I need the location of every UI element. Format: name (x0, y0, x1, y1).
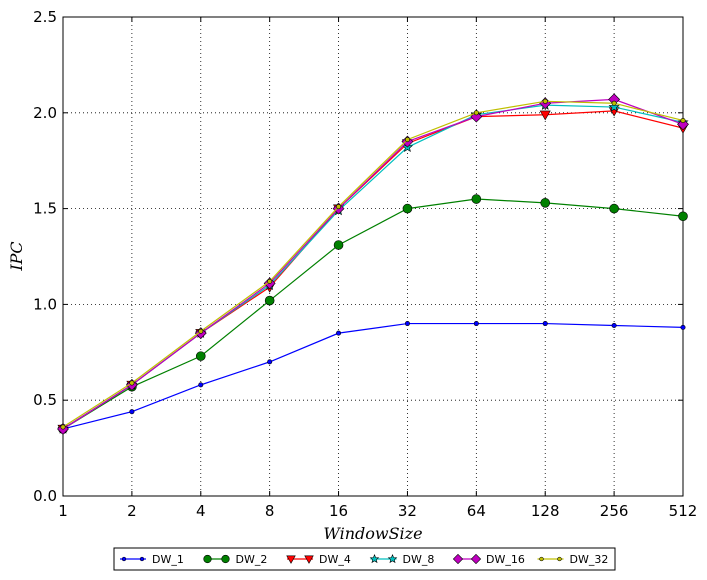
data-point-dw-32 (473, 110, 479, 116)
x-tick-label: 64 (467, 502, 486, 520)
data-point-dw-2 (609, 203, 619, 214)
legend-marker (221, 554, 230, 564)
series-dw-16 (57, 93, 689, 435)
data-point-dw-32 (680, 117, 686, 123)
series-dw-2 (58, 194, 688, 434)
x-tick-label: 256 (600, 502, 629, 520)
legend-label: DW_32 (570, 553, 609, 566)
series-line-dw-16 (62, 98, 684, 430)
data-point-dw-32 (60, 424, 66, 430)
legend-item-dw-8: DW_8 (369, 553, 435, 566)
data-point-dw-1 (198, 382, 204, 388)
data-point-dw-32 (198, 328, 204, 334)
legend-item-dw-1: DW_1 (120, 553, 184, 566)
legend-label: DW_8 (403, 553, 435, 566)
y-tick-label: 0.0 (33, 487, 57, 505)
series-dw-4 (57, 106, 689, 435)
data-point-dw-1 (336, 330, 342, 336)
data-point-dw-32 (336, 204, 342, 210)
x-tick-label: 4 (196, 502, 206, 520)
x-tick-label: 512 (669, 502, 698, 520)
x-tick-label: 16 (329, 502, 348, 520)
legend-item-dw-32: DW_32 (537, 553, 609, 566)
series-line-dw-1 (62, 322, 684, 430)
series-line-dw-4 (62, 110, 684, 430)
series-line-dw-2 (62, 198, 684, 430)
data-point-dw-32 (267, 278, 273, 284)
data-point-dw-2 (264, 295, 275, 306)
legend-marker (387, 553, 398, 564)
data-point-dw-2 (333, 240, 344, 250)
legend-box (113, 547, 616, 571)
data-point-dw-32 (404, 137, 410, 143)
data-point-dw-1 (129, 409, 135, 415)
legend-marker (203, 554, 212, 564)
series-line-dw-32 (62, 100, 684, 428)
legend-marker (369, 553, 380, 564)
legend-item-dw-4: DW_4 (286, 553, 351, 566)
axis-ticks: 1 2 4 8 16 32 64 128 256 512 0.0 0.5 1.0 1.5 2.0 2.5 (33, 8, 697, 520)
data-point-dw-8 (608, 101, 620, 112)
series-layer (57, 93, 689, 435)
data-point-dw-2 (471, 194, 482, 204)
legend-item-dw-2: DW_2 (203, 553, 268, 566)
legend-marker (470, 553, 482, 565)
data-point-dw-2 (678, 211, 688, 222)
legend-label: DW_4 (319, 553, 351, 566)
grid-lines (63, 17, 683, 496)
data-point-dw-1 (473, 321, 479, 327)
y-tick-label: 1.0 (33, 295, 57, 313)
data-point-dw-1 (680, 324, 686, 330)
x-axis-title: WindowSize (323, 524, 422, 543)
data-point-dw-1 (404, 321, 410, 327)
legend-marker (557, 556, 562, 562)
legend-label: DW_2 (236, 553, 268, 566)
series-dw-8 (57, 99, 689, 434)
data-point-dw-32 (611, 100, 617, 106)
data-point-dw-32 (542, 98, 548, 104)
data-point-dw-4 (539, 110, 551, 121)
plot-area-frame (62, 16, 684, 497)
y-axis-title: IPC (7, 241, 26, 271)
data-point-dw-1 (611, 322, 617, 328)
series-line-dw-8 (62, 104, 684, 430)
legend-item-dw-16: DW_16 (452, 553, 525, 566)
x-tick-label: 32 (398, 502, 417, 520)
data-point-dw-32 (129, 380, 135, 386)
legend: DW_1 DW_2 DW_4 DW_8 DW_16 DW_32 (113, 547, 616, 571)
y-tick-label: 0.5 (33, 391, 57, 409)
legend-marker (539, 556, 544, 562)
series-dw-1 (60, 321, 686, 432)
data-point-dw-2 (540, 198, 551, 208)
x-tick-label: 128 (531, 502, 560, 520)
data-point-dw-1 (542, 321, 548, 327)
legend-marker (304, 555, 314, 564)
legend-marker (121, 556, 127, 562)
data-point-dw-2 (195, 351, 206, 361)
x-tick-label: 2 (127, 502, 137, 520)
data-point-dw-2 (402, 203, 413, 214)
x-tick-label: 1 (58, 502, 68, 520)
legend-label: DW_16 (486, 553, 525, 566)
data-point-dw-1 (267, 359, 273, 365)
legend-marker (139, 556, 145, 562)
y-tick-label: 2.5 (33, 8, 57, 26)
data-point-dw-16 (677, 118, 689, 131)
y-tick-label: 2.0 (33, 104, 57, 122)
x-tick-label: 8 (265, 502, 275, 520)
legend-label: DW_1 (152, 553, 184, 566)
series-dw-32 (60, 98, 686, 430)
y-tick-label: 1.5 (33, 200, 57, 218)
legend-marker (452, 553, 464, 565)
legend-marker (286, 555, 296, 564)
